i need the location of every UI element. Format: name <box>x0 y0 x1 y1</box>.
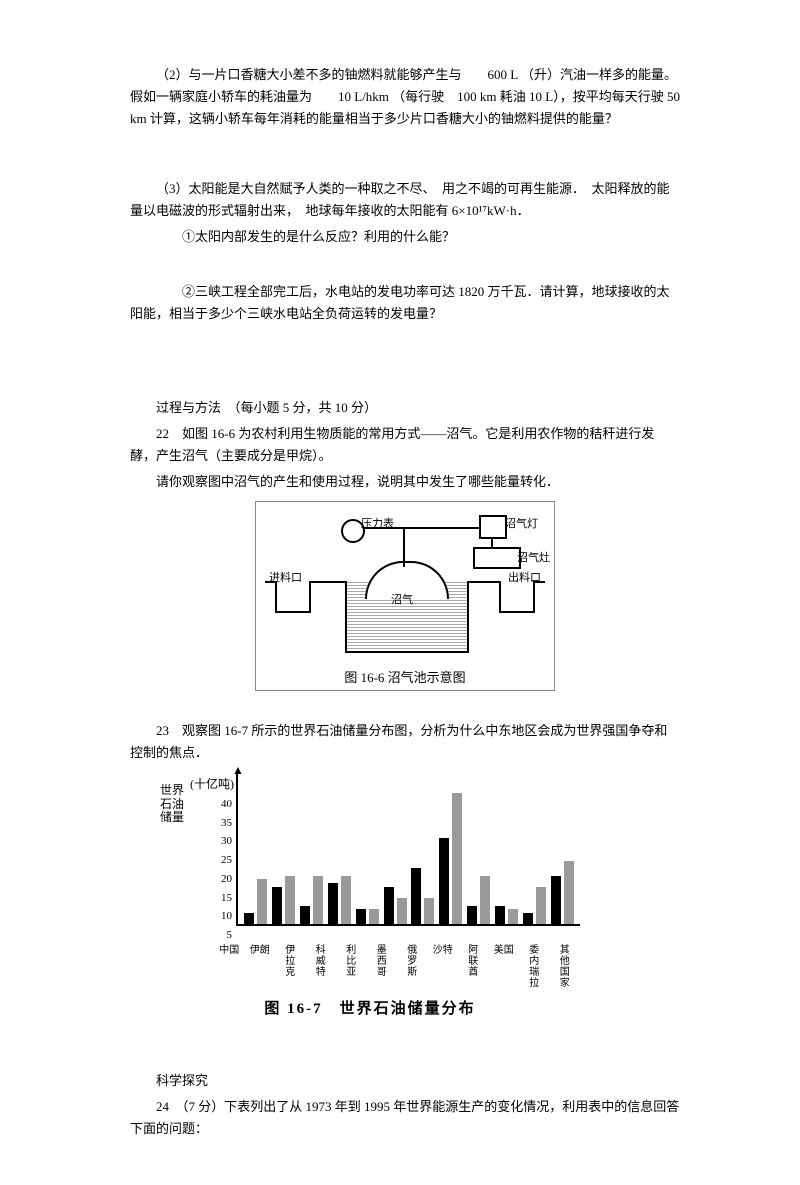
bar-light <box>313 876 323 925</box>
bar-group <box>520 887 548 925</box>
process-header: 过程与方法 （每小题 5 分，共 10 分） <box>130 397 680 419</box>
bar-dark <box>328 883 338 924</box>
bar-light <box>257 879 267 924</box>
y-tick: 25 <box>190 851 232 870</box>
bar-dark <box>551 876 561 925</box>
q3-sub2: ②三峡工程全部完工后，水电站的发电功率可达 1820 万千瓦．请计算，地球接收的… <box>130 281 680 325</box>
bar-dark <box>523 913 533 924</box>
bar-dark <box>384 887 394 925</box>
bar-group <box>353 909 381 924</box>
label-lamp: 沼气灯 <box>505 515 538 534</box>
oil-chart: 世界 石油 储量 (十亿吨) 403530252015105 ▲ 中国伊朗伊拉克… <box>160 774 580 1022</box>
x-label: 伊拉克 <box>275 945 306 989</box>
y-tick: 35 <box>190 814 232 833</box>
bar-light <box>564 861 574 925</box>
bar-group <box>242 879 270 924</box>
bar-light <box>452 793 462 924</box>
bar-group <box>325 876 353 925</box>
q24-text: 24 （7 分）下表列出了从 1973 年到 1995 年世界能源生产的变化情况… <box>130 1096 680 1140</box>
bar-dark <box>300 906 310 925</box>
y-axis-ticks: 403530252015105 <box>190 795 236 945</box>
x-label: 沙特 <box>428 945 459 989</box>
bar-light <box>424 898 434 924</box>
biogas-figure: 压力表 沼气灯 沼气灶 进料口 出料口 沼气 图 16-6 沼气池示意图 <box>130 501 680 698</box>
bar-dark <box>244 913 254 924</box>
bar-group <box>437 793 465 924</box>
q3-sub1: ①太阳内部发生的是什么反应？利用的什么能？ <box>130 226 680 248</box>
biogas-caption: 图 16-6 沼气池示意图 <box>255 667 555 689</box>
q2-text: （2）与一片口香糖大小差不多的铀燃料就能够产生与 600 L （升）汽油一样多的… <box>130 64 680 130</box>
bar-dark <box>411 868 421 924</box>
bar-dark <box>467 906 477 925</box>
chart-plot: ▲ <box>236 774 580 926</box>
bar-light <box>397 898 407 924</box>
y-tick: 15 <box>190 889 232 908</box>
bar-light <box>536 887 546 925</box>
bar-light <box>341 876 351 925</box>
bar-light <box>369 909 379 924</box>
x-label: 墨西哥 <box>367 945 398 989</box>
x-label: 委内瑞拉 <box>519 945 550 989</box>
q22-text-b: 请你观察图中沼气的产生和使用过程，说明其中发生了哪些能量转化． <box>130 471 680 493</box>
bar-dark <box>439 838 449 924</box>
label-stove: 沼气灶 <box>517 549 550 568</box>
q3-intro: （3）太阳能是大自然赋予人类的一种取之不尽、 用之不竭的可再生能源． 太阳释放的… <box>130 178 680 222</box>
bar-group <box>465 876 493 925</box>
x-label: 其他国家 <box>550 945 581 989</box>
label-outlet: 出料口 <box>508 569 541 588</box>
x-label: 美国 <box>489 945 520 989</box>
bar-group <box>409 868 437 924</box>
x-label: 俄罗斯 <box>397 945 428 989</box>
y-tick: 30 <box>190 832 232 851</box>
bar-dark <box>495 906 505 925</box>
x-label: 阿联酋 <box>458 945 489 989</box>
bar-group <box>381 887 409 925</box>
q22-text-a: 22 如图 16-6 为农村利用生物质能的常用方式——沼气。它是利用农作物的秸秆… <box>130 423 680 467</box>
x-label: 利比亚 <box>336 945 367 989</box>
bar-group <box>492 906 520 925</box>
bar-light <box>480 876 490 925</box>
y-tick: 5 <box>190 926 232 945</box>
label-gauge: 压力表 <box>361 515 394 534</box>
bar-group <box>270 876 298 925</box>
y-tick: 40 <box>190 795 232 814</box>
bar-dark <box>356 909 366 924</box>
label-gas: 沼气 <box>391 591 413 610</box>
y-tick: 20 <box>190 870 232 889</box>
bar-light <box>508 909 518 924</box>
x-axis-labels: 中国伊朗伊拉克科威特利比亚墨西哥俄罗斯沙特阿联酋美国委内瑞拉其他国家 <box>214 945 580 989</box>
x-label: 伊朗 <box>245 945 276 989</box>
x-label: 中国 <box>214 945 245 989</box>
bar-dark <box>272 887 282 925</box>
y-tick: 10 <box>190 907 232 926</box>
y-axis-title: 世界 石油 储量 <box>160 774 190 944</box>
q23-text: 23 观察图 16-7 所示的世界石油储量分布图，分析为什么中东地区会成为世界强… <box>130 720 680 764</box>
bar-group <box>298 876 326 925</box>
x-label: 科威特 <box>306 945 337 989</box>
bar-light <box>285 876 295 925</box>
label-inlet: 进料口 <box>269 569 302 588</box>
chart-caption: 图 16-7 世界石油储量分布 <box>160 997 580 1023</box>
bar-group <box>548 861 576 925</box>
explore-header: 科学探究 <box>130 1070 680 1092</box>
y-axis-unit: (十亿吨) <box>190 774 236 794</box>
